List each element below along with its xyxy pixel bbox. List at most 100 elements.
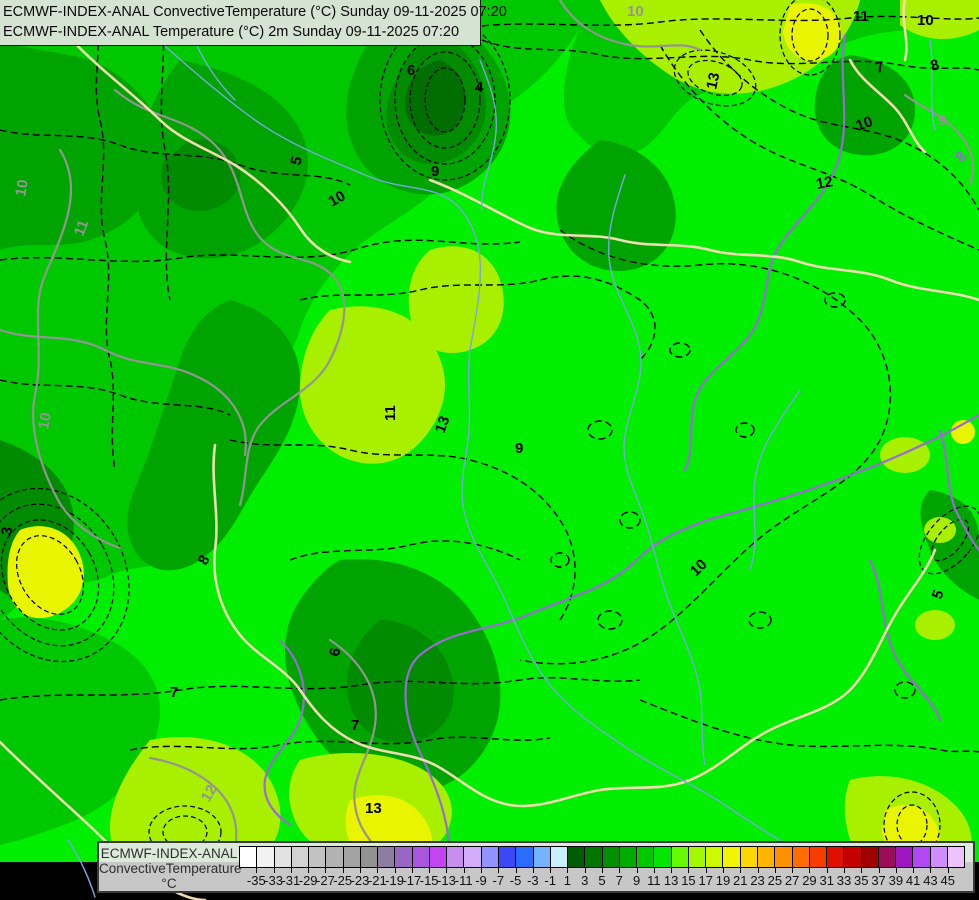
colorbar-tick [740,868,742,873]
colorbar-tick [481,868,482,873]
colorbar-tick [498,868,500,873]
colorbar-tick-label: -17 [402,873,422,888]
colorbar-tick-label: 29 [802,873,817,888]
colorbar-tick-label: 25 [767,873,783,888]
colorbar-cell [360,846,379,868]
region-yellow-green [915,610,955,640]
colorbar-ticks [239,868,965,873]
contour-lines-dashed [0,0,979,753]
colorbar-cell [827,846,845,868]
colorbar-cell [723,846,741,868]
colorbar-tick-label: -13 [437,873,456,888]
region-dark-green [0,40,163,250]
contour-label: 10 [854,113,875,135]
contour-label: 13 [703,71,723,91]
colorbar-cell [533,846,551,868]
colorbar-tick [723,868,724,873]
colorbar-cell [861,846,879,868]
contour-label: 13 [365,800,382,817]
colorbar-cell [568,846,586,868]
colorbar-tick [394,868,396,873]
colorbar-tick-label: 21 [733,873,748,888]
country-borders [68,0,979,808]
colorbar-cell [809,846,828,868]
colorbar-tick-label: -21 [367,873,387,888]
colorbar-cell [654,846,672,868]
contour-label: 9 [431,163,439,180]
colorbar-cell [412,846,430,868]
colorbar-tick-label: 27 [784,873,800,888]
region-dark-green [814,55,915,156]
colorbar: -35 -33 -31 -29 -27 -25 -23 -21 -19 -17 -15 -13 -11-… [239,846,966,891]
legend-parameter: ConvectiveTemperature [99,861,242,876]
colorbar-cell [619,846,638,868]
contour-label: 12 [198,782,221,805]
colorbar-tick [273,868,275,873]
colorbar-tick-label: 7 [615,873,623,888]
colorbar-tick-label: -15 [419,873,439,888]
colorbar-tick [532,868,534,873]
colorbar-tick [619,868,621,873]
colorbar-tick [844,868,845,873]
colorbar-tick [774,868,776,873]
colorbar-cell [706,846,724,868]
colorbar-tick [550,868,552,873]
colorbar-tick [342,868,344,873]
colorbar-cell [550,846,569,868]
colorbar-tick-label: -27 [316,873,335,888]
colorbar-cells [239,846,966,868]
river-margin [67,839,96,898]
colorbar-tick [792,868,794,873]
colorbar-tick [308,868,310,873]
colorbar-tick-label: 23 [750,873,765,888]
colorbar-cell [878,846,897,868]
colorbar-tick-label: -9 [475,873,487,888]
colorbar-cell [913,846,931,868]
colorbar-tick-label: 17 [698,873,713,888]
region-yellow-green [924,517,956,543]
region-yellow-green [880,437,930,473]
colorbar-tick [567,868,569,873]
colorbar-tick-label: 1 [563,873,572,888]
colorbar-tick-label: 35 [854,873,869,888]
contour-label: 7 [351,717,359,734]
contour-label: 4 [475,79,484,96]
contour-label: 10 [12,178,32,197]
colorbar-cell [464,846,482,868]
region-yellow-green [408,246,504,354]
title-bar: ECMWF-INDEX-ANAL ConvectiveTemperature (… [0,0,507,46]
region-dark-green [127,300,301,571]
colorbar-tick-label: -7 [492,873,505,888]
colorbar-cell [447,846,465,868]
title-line-2: ECMWF-INDEX-ANAL Temperature (°C) 2m Sun… [3,24,460,40]
colorbar-cell [481,846,499,868]
colorbar-cell [896,846,914,868]
colorbar-cell [947,846,966,868]
colorbar-tick [290,868,292,873]
legend-info: ECMWF-INDEX-ANAL ConvectiveTemperature °… [99,843,242,891]
colorbar-tick-label: 19 [715,873,731,888]
colorbar-tick [671,868,673,873]
colorbar-cell [740,846,758,868]
colorbar-cell [378,846,396,868]
colorbar-tick [360,868,361,873]
colorbar-tick [757,868,759,873]
contour-label: 10 [326,187,349,210]
colorbar-tick-label: 13 [663,873,679,888]
colorbar-tick [688,868,690,873]
colorbar-tick [653,868,655,873]
contour-label: 11 [853,8,869,25]
region-yellow-green [900,0,979,40]
contour-label: 10 [627,3,644,20]
colorbar-tick [930,868,932,873]
colorbar-tick-label: 43 [923,873,938,888]
colorbar-cell [637,846,655,868]
contour-label: 13 [432,414,454,435]
legend-model: ECMWF-INDEX-ANAL [100,846,238,861]
contour-label: 6 [326,647,344,658]
colorbar-tick-label: -3 [527,873,539,888]
colorbar-tick-labels: -35 -33 -31 -29 -27 -25 -23 -21 -19 -17 -15 -13 -11-… [239,873,965,889]
contour-label: 3 [0,526,16,537]
colorbar-cell [585,846,603,868]
contour-hatch-alps [0,487,130,663]
